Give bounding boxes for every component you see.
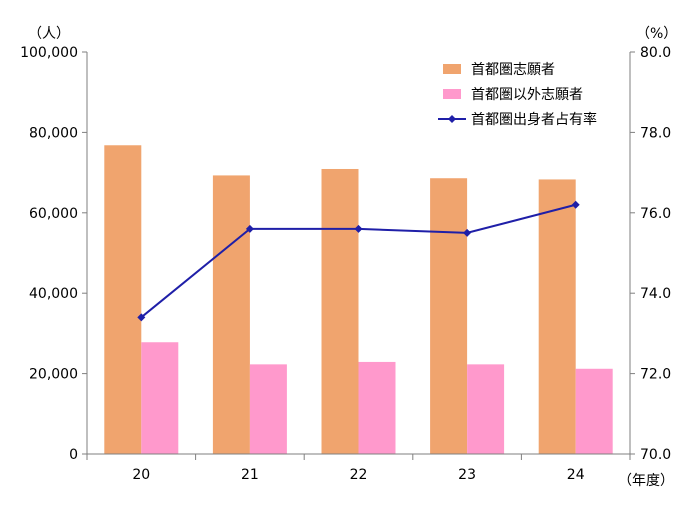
x-tick-label: 22 — [350, 467, 368, 483]
x-tick-label: 20 — [132, 467, 150, 483]
x-tick-label: 21 — [241, 467, 259, 483]
legend-swatch-0 — [443, 64, 461, 74]
legend-label-1: 首都圏以外志願者 — [471, 87, 583, 103]
left-tick-label: 40,000 — [29, 286, 78, 302]
right-tick-label: 76.0 — [640, 206, 671, 222]
left-tick-label: 100,000 — [20, 45, 78, 61]
axes-group — [82, 51, 635, 460]
bar-non-capital-20 — [141, 342, 179, 454]
line-series-group — [137, 200, 580, 322]
bar-series-group — [104, 145, 613, 454]
line-point-22 — [354, 224, 363, 233]
left-tick-label: 80,000 — [29, 125, 78, 141]
bar-capital-23 — [430, 178, 468, 454]
bar-non-capital-22 — [358, 361, 396, 454]
line-point-20 — [137, 313, 146, 322]
line-point-24 — [571, 200, 580, 209]
left-tick-label: 0 — [69, 447, 78, 463]
legend-swatch-1 — [443, 89, 461, 99]
x-tick-label: 23 — [458, 467, 476, 483]
line-point-21 — [245, 224, 254, 233]
left-tick-label: 20,000 — [29, 367, 78, 383]
bar-capital-21 — [212, 175, 250, 454]
bar-non-capital-21 — [249, 364, 287, 454]
right-tick-label: 74.0 — [640, 286, 671, 302]
right-tick-label: 72.0 — [640, 367, 671, 383]
bar-capital-22 — [321, 168, 359, 454]
legend-marker-2 — [448, 115, 456, 123]
line-point-23 — [463, 228, 472, 237]
bar-non-capital-23 — [467, 364, 505, 454]
bar-capital-20 — [104, 145, 142, 454]
x-axis-unit: （年度） — [618, 473, 674, 489]
right-tick-label: 80.0 — [640, 45, 671, 61]
right-tick-label: 70.0 — [640, 447, 671, 463]
tick-labels-group: 0 20,000 40,000 60,000 80,000 100,000 70.0 72.0… — [20, 45, 671, 483]
left-axis-unit: （人） — [28, 26, 70, 42]
legend-label-0: 首都圏志願者 — [471, 62, 555, 78]
bar-non-capital-24 — [575, 368, 613, 454]
bar-capital-24 — [538, 179, 576, 454]
right-tick-label: 78.0 — [640, 125, 671, 141]
right-axis-unit: （%） — [636, 26, 677, 42]
legend-label-2: 首都圏出身者占有率 — [471, 111, 597, 128]
x-tick-label: 24 — [567, 467, 585, 483]
left-tick-label: 60,000 — [29, 206, 78, 222]
